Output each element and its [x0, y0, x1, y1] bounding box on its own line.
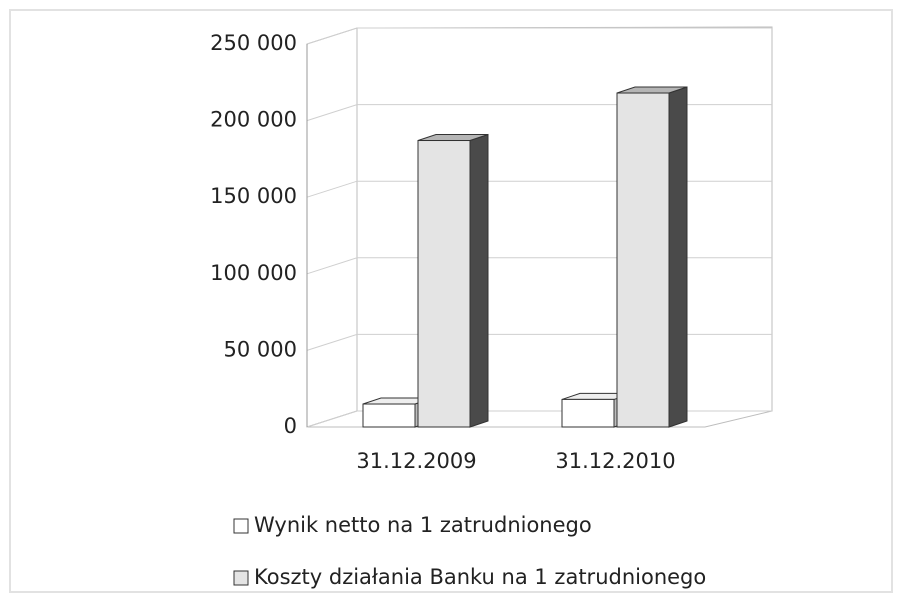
- y-tick-label: 0: [284, 414, 297, 438]
- bar: [417, 140, 471, 428]
- bar-side: [668, 86, 688, 428]
- legend-swatch: [233, 518, 249, 534]
- left-wall: [306, 27, 358, 428]
- y-tick-label: 250 000: [210, 31, 297, 55]
- y-tick-label: 200 000: [210, 108, 297, 132]
- y-tick-label: 100 000: [210, 261, 297, 285]
- legend-label: Koszty działania Banku na 1 zatrudnioneg…: [254, 565, 706, 589]
- legend-swatch: [233, 570, 249, 586]
- bar: [616, 92, 670, 428]
- bar-side: [469, 133, 489, 428]
- x-tick-label: 31.12.2009: [356, 449, 476, 473]
- y-tick-label: 50 000: [224, 337, 297, 361]
- y-tick-label: 150 000: [210, 184, 297, 208]
- x-tick-label: 31.12.2010: [555, 449, 675, 473]
- grid-line: [306, 27, 772, 45]
- legend-label: Wynik netto na 1 zatrudnionego: [254, 513, 592, 537]
- frame: [9, 9, 893, 593]
- bar: [362, 403, 416, 428]
- bar: [561, 398, 615, 428]
